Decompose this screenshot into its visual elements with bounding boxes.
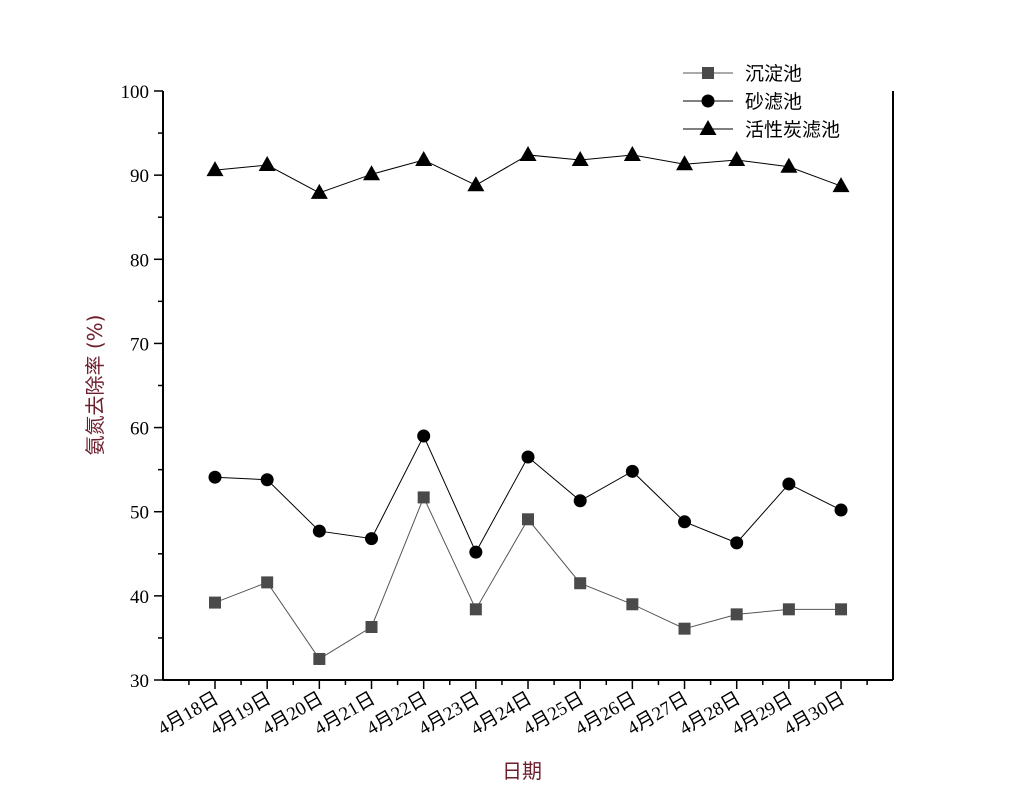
legend-marker-square [702, 67, 714, 79]
data-point-circle [260, 473, 274, 487]
data-point-triangle [467, 176, 485, 192]
data-point-square [626, 598, 639, 611]
data-point-circle [469, 545, 483, 559]
data-point-triangle [832, 177, 850, 193]
data-point-square [678, 622, 691, 635]
data-point-triangle [623, 145, 641, 161]
y-tick-label: 40 [130, 587, 149, 608]
series-group [206, 145, 850, 665]
legend-label: 活性炭滤池 [745, 119, 840, 141]
y-tick-label: 100 [121, 82, 150, 103]
data-point-circle [730, 536, 744, 550]
legend-item: 砂滤池 [683, 91, 802, 113]
data-point-circle [521, 450, 535, 464]
y-tick-label: 80 [130, 250, 149, 271]
data-point-triangle [363, 165, 381, 181]
y-tick-label: 50 [130, 503, 149, 524]
data-point-triangle [206, 161, 224, 177]
data-point-square [261, 576, 274, 589]
data-point-circle [678, 515, 692, 529]
data-point-triangle [676, 155, 694, 171]
legend-marker-circle [701, 94, 715, 108]
y-tick-label: 60 [130, 419, 149, 440]
y-tick-label: 70 [130, 334, 149, 355]
data-point-square [469, 603, 482, 616]
data-point-triangle [728, 150, 746, 166]
y-tick-label: 30 [130, 671, 149, 692]
data-point-square [209, 596, 221, 609]
data-point-square [417, 491, 430, 504]
y-axis-title: 氨氮去除率 (%) [83, 315, 107, 456]
data-point-square [522, 513, 535, 526]
data-point-square [730, 608, 743, 621]
data-point-square [313, 652, 326, 665]
data-point-circle [782, 477, 796, 491]
data-point-circle [417, 429, 431, 443]
data-point-triangle [519, 145, 537, 161]
data-point-triangle [415, 150, 433, 166]
data-point-square [835, 603, 848, 616]
y-tick-label: 90 [130, 166, 149, 187]
data-point-square [365, 620, 378, 633]
legend-item: 活性炭滤池 [683, 119, 840, 141]
x-tick-label: 4月30日 [780, 688, 848, 739]
series-2 [208, 429, 848, 559]
data-point-circle [834, 503, 848, 517]
data-point-triangle [571, 150, 589, 166]
series-3 [206, 145, 850, 199]
data-point-circle [625, 464, 639, 478]
data-point-circle [208, 470, 222, 484]
legend-label: 沉淀池 [745, 63, 802, 85]
legend-marker-triangle [699, 120, 717, 135]
data-point-triangle [310, 183, 328, 199]
data-point-square [782, 603, 795, 616]
data-point-triangle [258, 156, 276, 172]
x-axis-title: 日期 [502, 759, 542, 783]
legend-label: 砂滤池 [745, 91, 802, 113]
data-point-circle [365, 532, 379, 546]
legend-item: 沉淀池 [683, 63, 802, 85]
data-point-triangle [780, 157, 798, 173]
data-point-circle [573, 494, 587, 508]
data-point-circle [312, 524, 326, 538]
data-point-square [574, 577, 587, 590]
series-1 [209, 491, 848, 665]
axes: 304050607080901004月18日4月19日4月20日4月21日4月2… [121, 82, 894, 740]
